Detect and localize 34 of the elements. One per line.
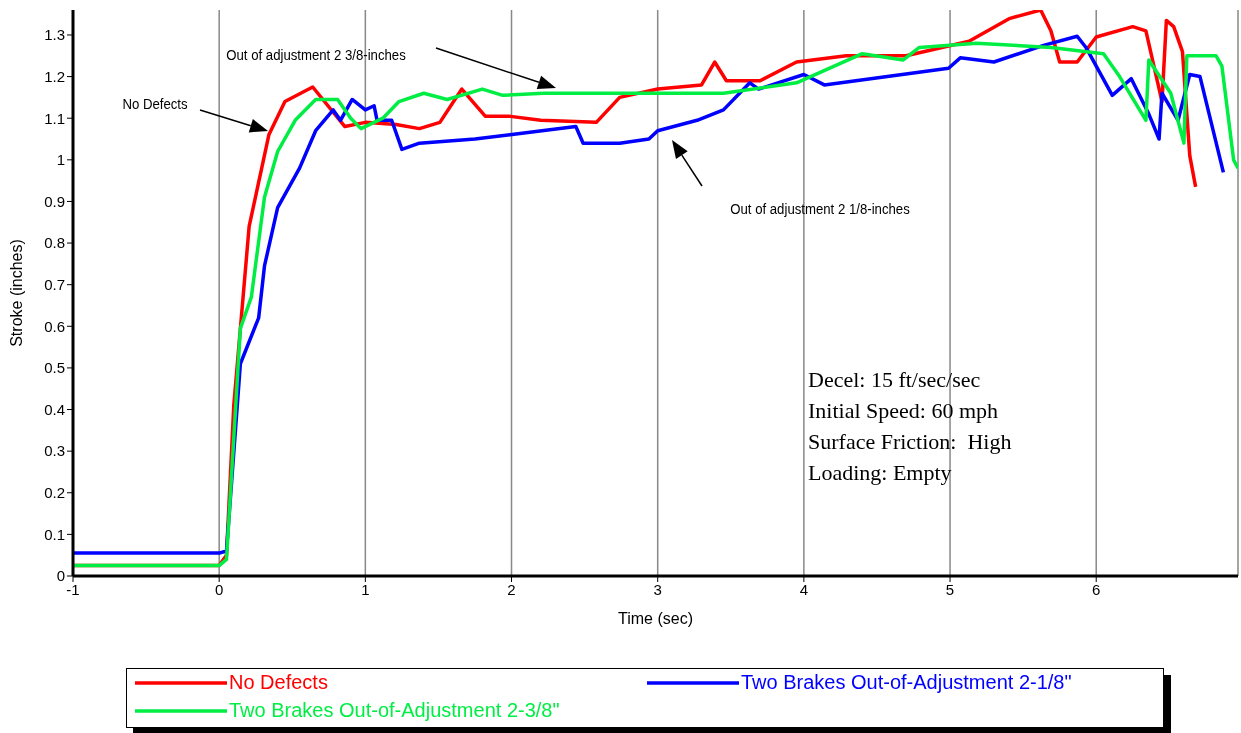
y-tick-label: 0 [56, 567, 65, 585]
x-tick-label: 1 [361, 580, 370, 598]
annotation: Decel: 15 ft/sec/sec [808, 366, 982, 394]
annotation: Out of adjustment 2 1/8-inches [730, 200, 910, 218]
y-tick-label: 1.1 [44, 109, 65, 127]
y-tick-label: 0.5 [44, 359, 65, 377]
annotation: Loading: Empty [808, 459, 953, 487]
y-tick-label: 0.6 [44, 317, 65, 335]
x-tick-label: -1 [66, 580, 80, 598]
legend-label: Two Brakes Out-of-Adjustment 2-1/8" [741, 671, 1072, 694]
x-axis-title: Time (sec) [618, 610, 693, 627]
y-axis-title: Stroke (inches) [7, 239, 25, 347]
annotation: Initial Speed: 60 mph [808, 397, 1000, 425]
x-tick-label: 6 [1092, 580, 1101, 598]
annotation: No Defects [122, 95, 188, 113]
y-tick-label: 1.2 [44, 67, 65, 85]
annotation: Out of adjustment 2 3/8-inches [226, 46, 406, 64]
y-tick-label: 0.3 [44, 442, 65, 460]
x-tick-label: 5 [945, 580, 955, 598]
annotation: Surface Friction: High [808, 428, 1012, 456]
x-tick-label: 2 [507, 580, 516, 598]
legend-label: Two Brakes Out-of-Adjustment 2-3/8" [229, 699, 560, 722]
y-tick-label: 0.9 [44, 192, 65, 210]
x-tick-label: 4 [799, 580, 809, 598]
legend-label: No Defects [229, 671, 328, 694]
y-tick-label: 0.4 [44, 400, 65, 418]
y-tick-label: 0.7 [44, 276, 65, 293]
y-tick-label: 1 [56, 151, 65, 169]
y-tick-label: 0.2 [44, 484, 65, 502]
y-tick-label: 0.1 [44, 525, 65, 543]
x-tick-label: 0 [215, 580, 224, 598]
y-tick-label: 0.8 [44, 234, 65, 252]
y-tick-label: 1.3 [44, 26, 65, 44]
x-tick-label: 3 [653, 580, 662, 598]
